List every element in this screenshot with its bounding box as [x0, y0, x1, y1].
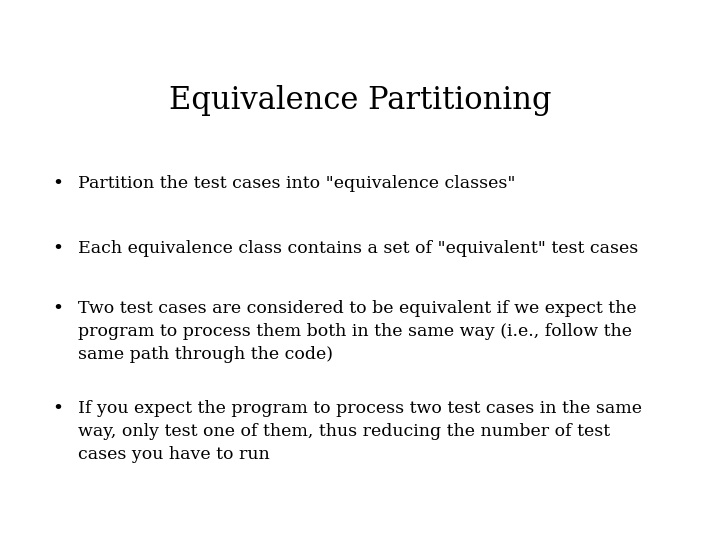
Text: Partition the test cases into "equivalence classes": Partition the test cases into "equivalen… — [78, 175, 516, 192]
Text: If you expect the program to process two test cases in the same
way, only test o: If you expect the program to process two… — [78, 400, 642, 463]
Text: Each equivalence class contains a set of "equivalent" test cases: Each equivalence class contains a set of… — [78, 240, 638, 257]
Text: •: • — [53, 240, 63, 258]
Text: •: • — [53, 175, 63, 193]
Text: •: • — [53, 400, 63, 418]
Text: Equivalence Partitioning: Equivalence Partitioning — [168, 85, 552, 116]
Text: Two test cases are considered to be equivalent if we expect the
program to proce: Two test cases are considered to be equi… — [78, 300, 636, 363]
Text: •: • — [53, 300, 63, 318]
